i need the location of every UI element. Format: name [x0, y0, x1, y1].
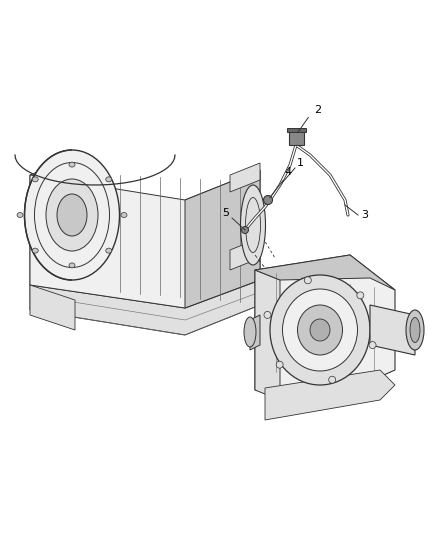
Text: 4: 4 — [284, 167, 292, 177]
Polygon shape — [255, 255, 395, 390]
Ellipse shape — [32, 248, 38, 253]
Ellipse shape — [106, 248, 112, 253]
Ellipse shape — [25, 150, 120, 280]
Polygon shape — [370, 305, 415, 355]
Polygon shape — [230, 163, 260, 192]
Ellipse shape — [69, 162, 75, 167]
Ellipse shape — [357, 292, 364, 299]
Ellipse shape — [283, 289, 357, 371]
Polygon shape — [30, 285, 75, 330]
Ellipse shape — [406, 310, 424, 350]
Ellipse shape — [264, 196, 272, 205]
Ellipse shape — [369, 342, 376, 349]
Ellipse shape — [17, 213, 23, 217]
Text: 5: 5 — [223, 208, 230, 218]
Ellipse shape — [241, 227, 248, 233]
Text: 2: 2 — [314, 105, 321, 115]
Polygon shape — [30, 170, 260, 308]
Polygon shape — [185, 170, 260, 308]
Text: 3: 3 — [361, 210, 368, 220]
Polygon shape — [265, 370, 395, 420]
Text: 1: 1 — [297, 158, 304, 168]
Ellipse shape — [270, 275, 370, 385]
Ellipse shape — [69, 263, 75, 268]
Polygon shape — [289, 130, 304, 145]
Polygon shape — [287, 128, 306, 132]
Ellipse shape — [240, 185, 265, 265]
Polygon shape — [255, 255, 395, 290]
Ellipse shape — [121, 213, 127, 217]
Ellipse shape — [310, 319, 330, 341]
Polygon shape — [30, 155, 80, 285]
Ellipse shape — [46, 179, 98, 251]
Ellipse shape — [304, 277, 311, 284]
Polygon shape — [30, 280, 260, 335]
Ellipse shape — [276, 361, 283, 368]
Ellipse shape — [106, 177, 112, 182]
Polygon shape — [250, 315, 260, 350]
Ellipse shape — [410, 318, 420, 343]
Ellipse shape — [297, 305, 343, 355]
Ellipse shape — [32, 177, 38, 182]
Ellipse shape — [264, 311, 271, 318]
Polygon shape — [255, 270, 280, 400]
Ellipse shape — [57, 194, 87, 236]
Ellipse shape — [328, 376, 336, 383]
Ellipse shape — [244, 317, 256, 347]
Polygon shape — [230, 238, 260, 270]
